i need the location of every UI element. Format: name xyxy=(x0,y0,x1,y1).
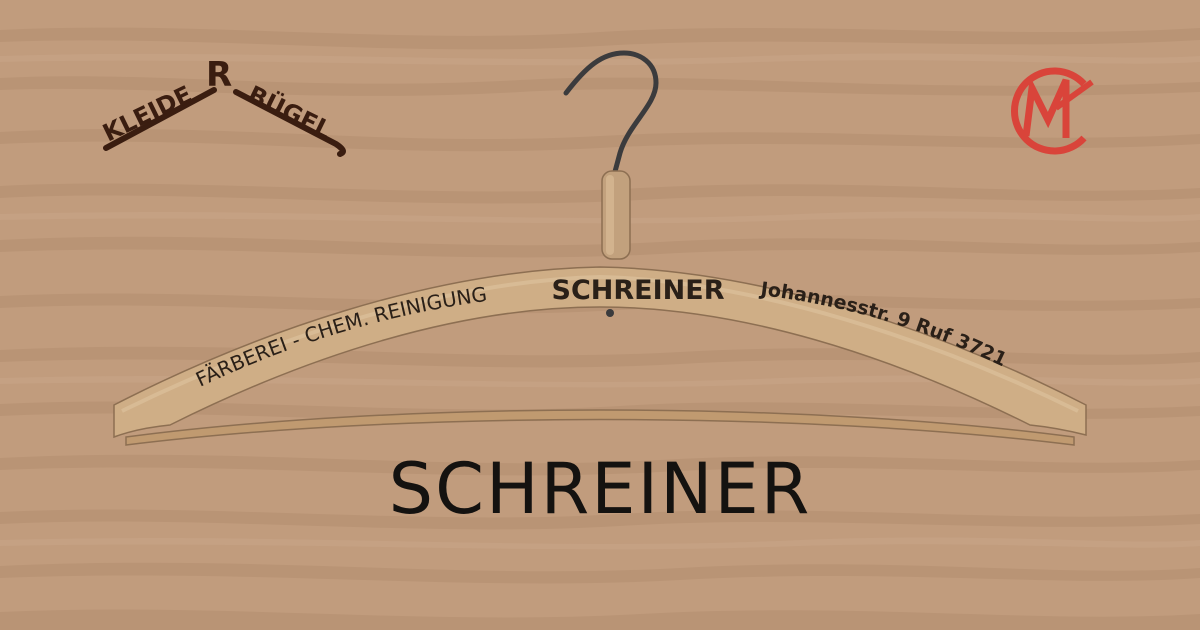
cm-monogram-logo xyxy=(996,58,1100,162)
caption-title: SCHREINER xyxy=(388,448,812,530)
wooden-hanger: FÄRBEREI - CHEM. REINIGUNG SCHREINER Joh… xyxy=(100,45,1100,455)
metal-hook xyxy=(563,50,659,182)
hanger-crossbar xyxy=(125,409,1075,446)
kleiderbuegel-logo: KLEIDE R BÜGEL xyxy=(96,52,352,162)
hanger-left-textpath: FÄRBEREI - CHEM. REINIGUNG xyxy=(192,282,488,392)
hanger-center-text: SCHREINER xyxy=(552,275,725,306)
hanger-left-text: FÄRBEREI - CHEM. REINIGUNG xyxy=(192,282,488,392)
logo-letter-r: R xyxy=(206,55,232,95)
hanger-arm xyxy=(113,266,1087,439)
